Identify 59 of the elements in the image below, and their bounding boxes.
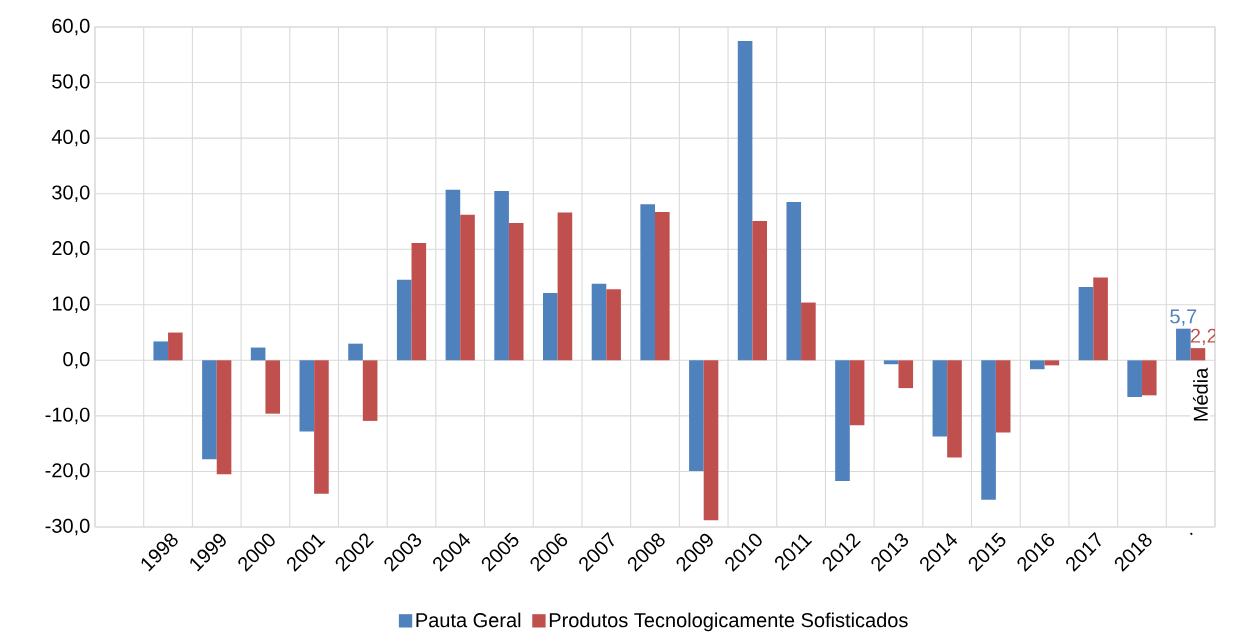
bar bbox=[801, 302, 816, 361]
x-tick-label: . bbox=[1189, 532, 1193, 536]
bar bbox=[591, 283, 607, 361]
bar bbox=[1029, 360, 1045, 370]
bar bbox=[508, 223, 524, 361]
bar bbox=[216, 360, 232, 475]
bar bbox=[168, 332, 183, 361]
bar bbox=[995, 360, 1011, 433]
bar bbox=[1093, 277, 1108, 361]
y-tick-label: 20,0 bbox=[52, 240, 90, 258]
bar bbox=[1044, 360, 1060, 366]
bar bbox=[396, 279, 412, 361]
y-tick-label: 30,0 bbox=[52, 185, 90, 202]
bar bbox=[849, 360, 865, 426]
y-tick-label: -10,0 bbox=[45, 407, 90, 425]
y-tick-label: 60,0 bbox=[52, 18, 90, 36]
bar bbox=[1176, 328, 1191, 361]
bar bbox=[348, 343, 363, 361]
bar bbox=[883, 360, 899, 365]
y-tick-label: 40,0 bbox=[51, 129, 90, 147]
legend-label: Pauta Geral bbox=[416, 612, 521, 628]
bar bbox=[362, 360, 378, 421]
bar bbox=[606, 289, 621, 361]
bar bbox=[932, 360, 948, 437]
bar bbox=[445, 189, 461, 361]
legend-label: Produtos Tecnologicamente Sofisticados bbox=[549, 612, 908, 632]
bar bbox=[299, 360, 315, 432]
bar bbox=[460, 214, 475, 361]
bar bbox=[689, 360, 704, 471]
bar bbox=[1141, 360, 1157, 396]
bar bbox=[557, 212, 573, 361]
y-tick-label: -30,0 bbox=[45, 518, 90, 536]
bar bbox=[265, 360, 281, 414]
bar bbox=[494, 190, 509, 361]
bar bbox=[655, 212, 670, 361]
bar bbox=[250, 347, 266, 361]
y-tick-label: 50,0 bbox=[52, 74, 90, 91]
bar bbox=[411, 243, 427, 361]
bar bbox=[947, 360, 962, 458]
bar bbox=[835, 360, 850, 481]
bar bbox=[981, 360, 996, 500]
data-label: 5,7 bbox=[1170, 309, 1197, 326]
bar bbox=[640, 204, 655, 361]
bar bbox=[703, 360, 719, 521]
bar bbox=[898, 360, 914, 389]
bar bbox=[153, 341, 169, 361]
bar bbox=[737, 40, 753, 361]
bar bbox=[752, 220, 767, 361]
bar bbox=[543, 293, 558, 361]
bar bbox=[314, 360, 329, 494]
bar bbox=[1127, 360, 1142, 397]
bar bbox=[1078, 287, 1094, 361]
y-tick-label: -20,0 bbox=[45, 463, 90, 480]
annotation: Média bbox=[1192, 367, 1208, 421]
y-tick-label: 10,0 bbox=[52, 296, 90, 314]
bar bbox=[202, 360, 217, 460]
bar bbox=[786, 202, 802, 361]
y-tick-label: 0,0 bbox=[63, 352, 90, 369]
bar bbox=[1190, 348, 1206, 361]
